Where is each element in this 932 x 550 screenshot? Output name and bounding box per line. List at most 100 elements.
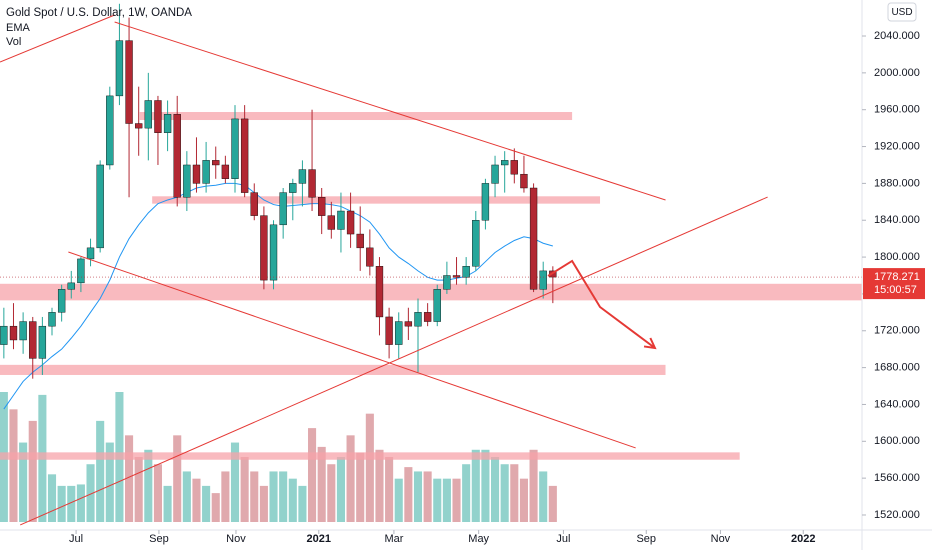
candle-body bbox=[433, 289, 441, 322]
candle-body bbox=[250, 192, 258, 216]
volume-bar bbox=[375, 449, 384, 522]
volume-bar bbox=[144, 449, 153, 522]
candle-body bbox=[539, 270, 547, 290]
candle-body bbox=[346, 210, 355, 235]
volume-bar bbox=[76, 484, 85, 522]
y-tick-label: 1720.000 bbox=[874, 325, 920, 337]
candle-body bbox=[404, 321, 413, 327]
volume-bar bbox=[240, 457, 249, 522]
candle-body bbox=[327, 215, 335, 230]
x-tick-label: Mar bbox=[384, 533, 403, 545]
volume-bar bbox=[519, 478, 528, 522]
y-tick-label: 1880.000 bbox=[874, 177, 920, 189]
candle-body bbox=[0, 325, 8, 345]
x-tick-label: 2021 bbox=[307, 533, 331, 545]
candle-body bbox=[48, 312, 56, 327]
candle-body bbox=[212, 160, 220, 166]
volume-bar bbox=[529, 449, 538, 522]
zone bbox=[139, 112, 573, 121]
candle-body bbox=[414, 312, 422, 327]
candle-body bbox=[318, 197, 326, 216]
candle-body bbox=[308, 169, 316, 198]
volume-bar bbox=[134, 457, 143, 522]
volume-bar bbox=[105, 442, 114, 522]
x-tick-label: Sep bbox=[149, 533, 169, 545]
candle-body bbox=[135, 123, 143, 129]
volume-bar bbox=[452, 478, 461, 522]
volume-bar bbox=[346, 435, 355, 522]
volume-bar bbox=[385, 457, 394, 522]
x-tick-label: Nov bbox=[711, 533, 731, 545]
volume-bar bbox=[57, 485, 66, 522]
volume-bar bbox=[192, 478, 201, 522]
candle-body bbox=[125, 40, 133, 124]
currency-label[interactable]: USD bbox=[891, 7, 912, 18]
last-price-box bbox=[863, 268, 925, 300]
candle-body bbox=[154, 100, 162, 133]
candle-body bbox=[106, 95, 114, 166]
x-tick-label: Jul bbox=[69, 533, 83, 545]
volume-bar bbox=[125, 435, 134, 522]
candle-body bbox=[443, 275, 451, 290]
candle-body bbox=[57, 289, 66, 313]
volume-bar bbox=[539, 471, 548, 522]
zone bbox=[0, 364, 666, 375]
candle-body bbox=[144, 100, 152, 129]
candle-body bbox=[38, 325, 47, 359]
volume-bar bbox=[317, 446, 326, 522]
candle-body bbox=[356, 233, 364, 249]
volume-bar bbox=[173, 435, 182, 522]
volume-bar bbox=[250, 471, 259, 522]
zone bbox=[0, 283, 862, 301]
volume-bar bbox=[230, 442, 240, 522]
candle-body bbox=[269, 224, 278, 281]
candle-body bbox=[501, 160, 509, 166]
volume-bar bbox=[442, 478, 451, 522]
candle-body bbox=[279, 192, 287, 226]
candle-body bbox=[260, 215, 268, 281]
candle-body bbox=[231, 118, 239, 179]
volume-bar bbox=[279, 471, 288, 522]
y-tick-label: 1600.000 bbox=[874, 435, 920, 447]
volume-bar bbox=[356, 452, 365, 522]
candle-body bbox=[29, 321, 37, 359]
volume-bar bbox=[404, 467, 413, 522]
volume-bar bbox=[336, 457, 345, 522]
y-tick-label: 1640.000 bbox=[874, 398, 920, 410]
candle-body bbox=[298, 169, 307, 184]
volume-bar bbox=[510, 464, 519, 522]
trendline bbox=[68, 251, 636, 449]
candle-body bbox=[19, 321, 27, 341]
candle-body bbox=[96, 164, 104, 249]
x-tick-label: 2022 bbox=[791, 533, 815, 545]
currency-button[interactable] bbox=[887, 2, 917, 22]
volume-bar bbox=[471, 449, 480, 522]
candle-body bbox=[115, 40, 124, 97]
candle-body bbox=[86, 247, 95, 260]
last-price-label: 1778.271 bbox=[874, 271, 920, 283]
candle-body bbox=[529, 187, 538, 290]
chart-title: Gold Spot / U.S. Dollar, 1W, OANDA bbox=[6, 7, 192, 19]
volume-bar bbox=[269, 471, 278, 522]
volume-bar bbox=[548, 485, 557, 522]
arrow-head bbox=[643, 337, 657, 350]
volume-bar bbox=[259, 485, 268, 522]
y-tick-label: 1960.000 bbox=[874, 104, 920, 116]
zone bbox=[0, 452, 740, 460]
trendline bbox=[0, 14, 115, 63]
volume-bar bbox=[298, 485, 307, 522]
volume-bar bbox=[28, 420, 37, 522]
indicator-label: EMA bbox=[6, 22, 31, 34]
y-tick-label: 1840.000 bbox=[874, 214, 920, 226]
volume-bar bbox=[19, 442, 28, 522]
candle-body bbox=[67, 282, 75, 290]
volume-bar bbox=[365, 413, 374, 522]
volume-bar bbox=[211, 493, 220, 522]
candle-body bbox=[183, 164, 191, 198]
volume-bar bbox=[221, 471, 230, 522]
y-tick-label: 2000.000 bbox=[874, 67, 920, 79]
volume-bar bbox=[96, 420, 105, 522]
candle-body bbox=[173, 114, 181, 198]
y-tick-label: 1520.000 bbox=[874, 509, 920, 521]
candle-body bbox=[510, 160, 518, 175]
